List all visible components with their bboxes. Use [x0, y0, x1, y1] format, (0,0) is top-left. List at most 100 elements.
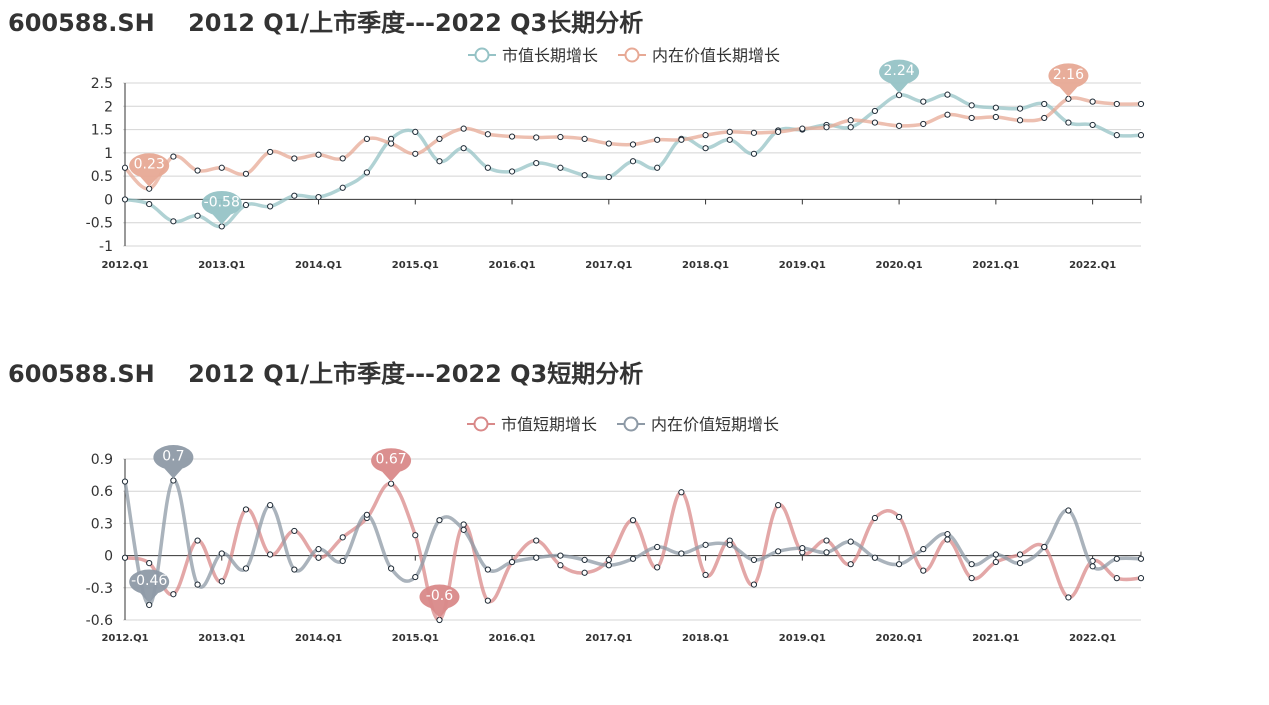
data-point[interactable] [218, 578, 225, 585]
data-point[interactable] [871, 514, 879, 522]
data-point[interactable] [1065, 119, 1072, 126]
data-point[interactable] [291, 527, 298, 535]
legend-item-1[interactable]: 市值短期增长 [467, 415, 597, 434]
data-point[interactable] [557, 164, 564, 171]
data-point[interactable] [533, 160, 540, 167]
data-point[interactable] [412, 532, 419, 539]
data-point[interactable] [871, 119, 879, 126]
data-point[interactable] [702, 541, 709, 548]
data-point[interactable] [242, 170, 250, 177]
data-point[interactable] [992, 104, 999, 111]
data-point[interactable] [484, 566, 491, 573]
data-point[interactable] [1137, 132, 1145, 139]
data-point[interactable] [968, 114, 975, 122]
data-point[interactable] [968, 102, 975, 109]
data-point[interactable] [750, 129, 758, 136]
data-point[interactable] [920, 567, 927, 574]
data-point[interactable] [436, 135, 443, 142]
data-point[interactable] [702, 145, 709, 152]
data-point[interactable] [242, 565, 250, 572]
data-point[interactable] [678, 136, 685, 143]
data-point[interactable] [194, 212, 201, 219]
data-point[interactable] [146, 185, 153, 192]
data-point[interactable] [823, 124, 830, 131]
data-point[interactable] [1041, 114, 1048, 122]
data-point[interactable] [581, 172, 588, 179]
data-point[interactable] [533, 134, 540, 141]
data-point[interactable] [605, 173, 612, 181]
data-point[interactable] [387, 140, 395, 147]
data-point[interactable] [194, 537, 201, 544]
data-point[interactable] [412, 128, 419, 136]
data-point[interactable] [702, 571, 709, 579]
legend-item-1[interactable]: 市值长期增长 [468, 46, 598, 65]
data-point[interactable] [412, 150, 419, 157]
data-point[interactable] [702, 132, 709, 139]
data-point[interactable] [363, 169, 371, 176]
data-point[interactable] [460, 526, 467, 533]
data-point[interactable] [315, 194, 322, 201]
data-point[interactable] [968, 561, 975, 568]
data-point[interactable] [847, 124, 854, 131]
data-point[interactable] [387, 565, 395, 572]
data-point[interactable] [484, 131, 491, 138]
data-point[interactable] [242, 506, 250, 513]
data-point[interactable] [750, 581, 758, 588]
data-point[interactable] [968, 575, 975, 582]
data-point[interactable] [775, 502, 782, 509]
data-point[interactable] [267, 203, 274, 210]
data-point[interactable] [726, 136, 733, 143]
data-point[interactable] [629, 555, 637, 562]
data-point[interactable] [847, 538, 854, 545]
data-point[interactable] [605, 140, 612, 147]
data-point[interactable] [484, 597, 491, 604]
data-point[interactable] [1041, 100, 1048, 108]
data-point[interactable] [146, 560, 153, 567]
legend-item-2[interactable]: 内在价值长期增长 [618, 46, 780, 65]
data-point[interactable] [944, 531, 951, 538]
data-point[interactable] [218, 223, 225, 230]
data-point[interactable] [267, 502, 274, 509]
data-point[interactable] [121, 478, 129, 485]
data-point[interactable] [629, 517, 637, 524]
data-point[interactable] [920, 546, 927, 553]
data-point[interactable] [146, 200, 153, 208]
data-point[interactable] [291, 192, 298, 199]
data-point[interactable] [1113, 132, 1120, 139]
data-point[interactable] [1113, 575, 1120, 582]
data-point[interactable] [267, 551, 274, 558]
data-point[interactable] [1137, 555, 1145, 562]
data-point[interactable] [629, 141, 637, 148]
data-point[interactable] [847, 561, 854, 568]
data-point[interactable] [1137, 100, 1145, 108]
data-point[interactable] [895, 561, 903, 568]
data-point[interactable] [1089, 121, 1096, 129]
data-point[interactable] [799, 544, 806, 552]
data-point[interactable] [847, 117, 854, 124]
data-point[interactable] [146, 601, 153, 609]
data-point[interactable] [581, 135, 588, 142]
data-point[interactable] [533, 537, 540, 544]
data-point[interactable] [508, 558, 516, 566]
data-point[interactable] [775, 128, 782, 136]
data-point[interactable] [581, 569, 588, 576]
data-point[interactable] [484, 164, 491, 171]
data-point[interactable] [339, 184, 346, 191]
data-point[interactable] [1137, 575, 1145, 582]
data-point[interactable] [581, 556, 588, 563]
data-point[interactable] [436, 158, 443, 165]
data-point[interactable] [1113, 100, 1120, 108]
data-point[interactable] [1016, 551, 1024, 558]
data-point[interactable] [460, 145, 467, 152]
data-point[interactable] [1065, 507, 1072, 514]
data-point[interactable] [726, 128, 733, 136]
data-point[interactable] [823, 537, 830, 544]
data-point[interactable] [387, 480, 395, 487]
data-point[interactable] [605, 556, 612, 563]
data-point[interactable] [436, 517, 443, 524]
data-point[interactable] [1089, 563, 1096, 570]
data-point[interactable] [678, 489, 685, 496]
data-point[interactable] [508, 168, 516, 175]
data-point[interactable] [992, 113, 999, 121]
data-point[interactable] [1016, 105, 1024, 112]
